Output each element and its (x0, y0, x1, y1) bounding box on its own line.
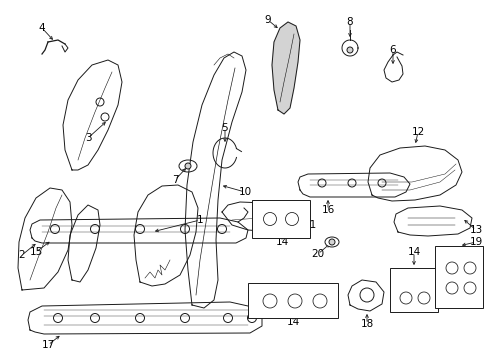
Bar (247, 283, 337, 318)
Text: 6: 6 (389, 45, 395, 55)
Polygon shape (30, 218, 247, 243)
Text: 8: 8 (346, 17, 353, 27)
Text: 14: 14 (407, 247, 420, 257)
Polygon shape (184, 52, 245, 308)
Bar (389, 268, 437, 312)
Text: 4: 4 (39, 23, 45, 33)
Polygon shape (18, 188, 72, 290)
Polygon shape (271, 22, 299, 114)
Text: 18: 18 (360, 319, 373, 329)
Text: 13: 13 (468, 225, 482, 235)
Text: 14: 14 (286, 317, 299, 327)
Polygon shape (222, 202, 309, 232)
Polygon shape (63, 60, 122, 170)
Text: 14: 14 (275, 237, 288, 247)
Text: 20: 20 (311, 249, 324, 259)
Text: 11: 11 (303, 220, 316, 230)
Text: 16: 16 (321, 205, 334, 215)
Polygon shape (347, 280, 383, 311)
Polygon shape (134, 185, 198, 286)
Bar (251, 200, 309, 238)
Text: 5: 5 (221, 123, 228, 133)
Text: 12: 12 (410, 127, 424, 137)
Polygon shape (28, 302, 262, 334)
Text: 3: 3 (84, 133, 91, 143)
Circle shape (184, 163, 191, 169)
Text: 19: 19 (468, 237, 482, 247)
Polygon shape (68, 205, 100, 282)
Polygon shape (393, 206, 471, 236)
Text: 15: 15 (29, 247, 42, 257)
Text: 10: 10 (238, 187, 251, 197)
Circle shape (346, 47, 352, 53)
Text: 9: 9 (264, 15, 271, 25)
Ellipse shape (325, 237, 338, 247)
Polygon shape (367, 146, 461, 201)
Text: 17: 17 (41, 340, 55, 350)
Polygon shape (297, 173, 409, 197)
Text: 1: 1 (196, 215, 203, 225)
Ellipse shape (179, 160, 197, 172)
Bar (434, 246, 482, 308)
Text: 7: 7 (171, 175, 178, 185)
Text: 2: 2 (19, 250, 25, 260)
Circle shape (328, 239, 334, 245)
